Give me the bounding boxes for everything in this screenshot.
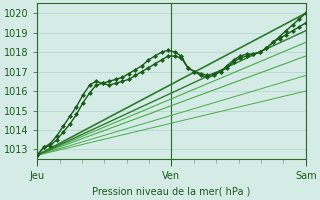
X-axis label: Pression niveau de la mer( hPa ): Pression niveau de la mer( hPa ) [92, 187, 251, 197]
